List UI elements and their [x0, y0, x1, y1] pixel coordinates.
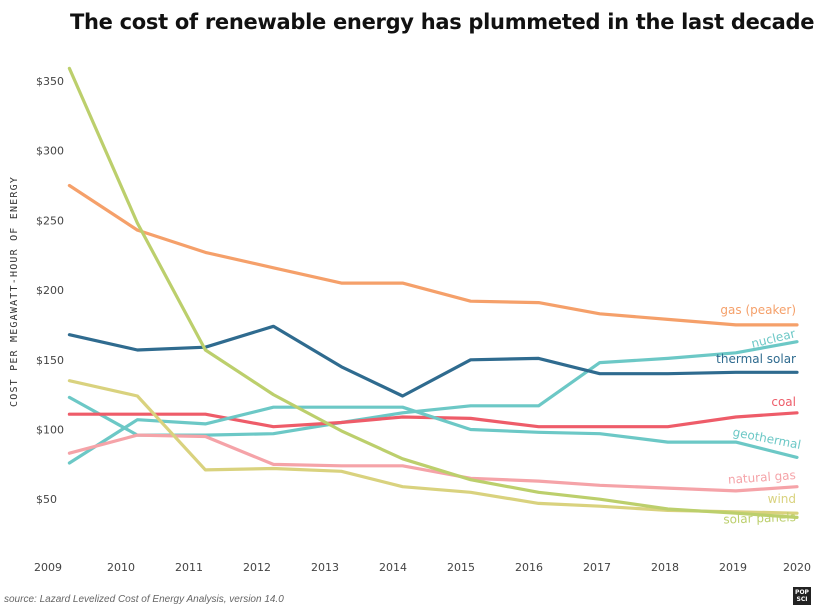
x-tick-label: 2014: [379, 561, 407, 574]
y-tick-label: $100: [36, 424, 64, 437]
x-tick-label: 2010: [107, 561, 135, 574]
x-tick-label: 2016: [515, 561, 543, 574]
series-label-wind: wind: [768, 492, 796, 506]
source-note: source: Lazard Levelized Cost of Energy …: [4, 594, 284, 605]
series-line-natural-gas: [67, 433, 799, 493]
series-label-coal: coal: [771, 395, 796, 409]
y-tick-label: $250: [36, 214, 64, 227]
x-tick-label: 2012: [243, 561, 271, 574]
y-tick-label: $150: [36, 354, 64, 367]
series-line-gas-peaker-: [67, 183, 799, 327]
series-label-thermal-solar: thermal solar: [716, 352, 796, 366]
y-tick-label: $200: [36, 284, 64, 297]
series-label-geothermal: geothermal: [732, 425, 803, 452]
y-axis-ticks: $50 $100 $150 $200 $250 $300 $350: [36, 75, 64, 506]
x-tick-label: 2020: [783, 561, 811, 574]
series-label-natural-gas: natural gas: [727, 468, 796, 487]
logo-text: POP: [795, 589, 809, 596]
y-tick-label: $350: [36, 75, 64, 88]
series-line-wind: [67, 379, 799, 515]
x-axis-ticks: 2009 2010 2011 2012 2013 2014 2015 2016 2017 2018…: [34, 561, 811, 574]
x-tick-label: 2017: [583, 561, 611, 574]
series-line-solar-panels: [67, 66, 799, 520]
x-tick-label: 2009: [34, 561, 62, 574]
series-line-geothermal: [67, 405, 799, 465]
x-tick-label: 2011: [175, 561, 203, 574]
chart-title: The cost of renewable energy has plummet…: [70, 10, 815, 34]
y-axis-label: COST PER MEGAWATT-HOUR OF ENERGY: [9, 175, 20, 407]
series-line-coal: [67, 411, 799, 429]
x-tick-label: 2018: [651, 561, 679, 574]
series-line-thermal-solar: [67, 324, 799, 398]
series-lines: [67, 66, 799, 520]
series-label-gas-peaker-: gas (peaker): [720, 303, 796, 317]
y-tick-label: $300: [36, 145, 64, 158]
popsci-logo: POP SCI: [793, 587, 811, 605]
x-tick-label: 2013: [311, 561, 339, 574]
x-tick-label: 2019: [719, 561, 747, 574]
logo-text: SCI: [796, 596, 808, 603]
x-tick-label: 2015: [447, 561, 475, 574]
series-label-solar-panels: solar panels: [723, 510, 796, 527]
y-tick-label: $50: [36, 493, 57, 506]
